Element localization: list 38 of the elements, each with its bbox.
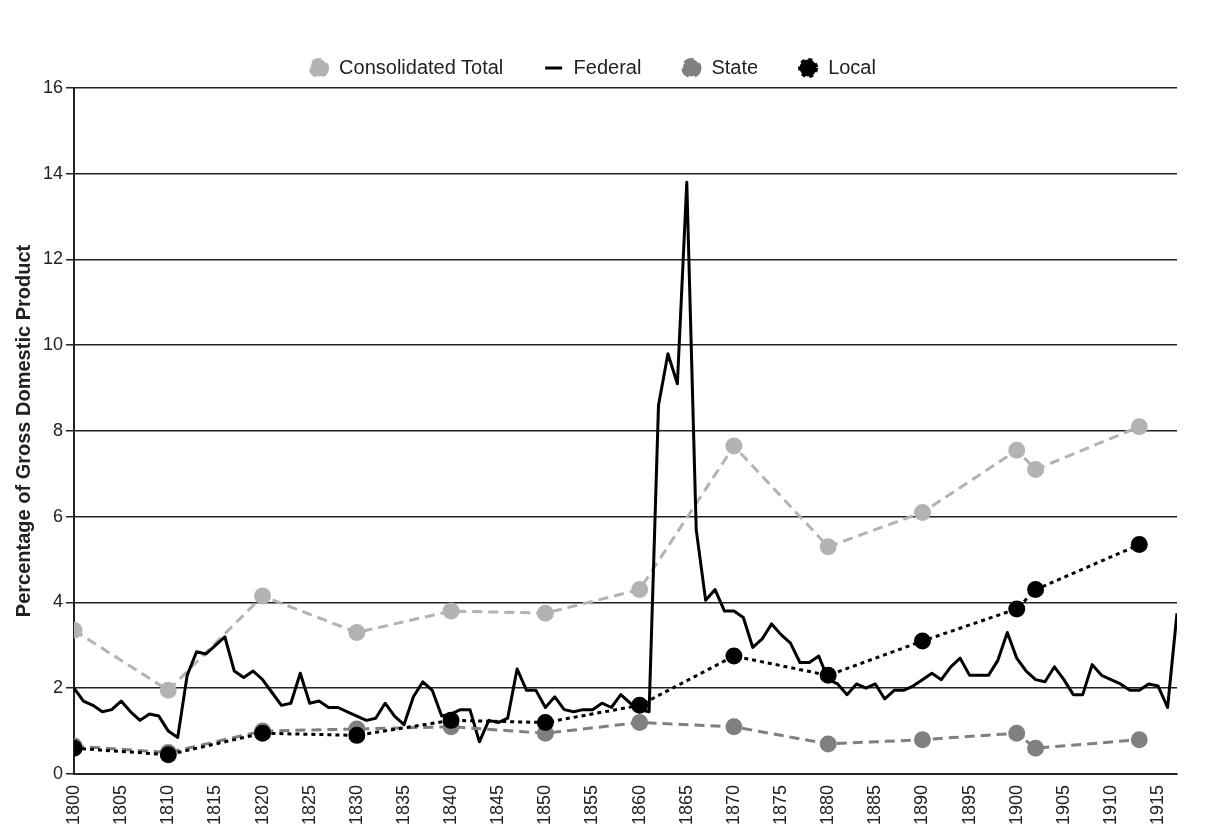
x-tick-label: 1825 <box>298 784 319 825</box>
x-tick-label: 1820 <box>251 784 272 825</box>
y-tick-label: 6 <box>53 505 64 526</box>
x-tick-label: 1805 <box>110 784 131 825</box>
x-tick-label: 1885 <box>864 784 885 825</box>
x-tick-label: 1875 <box>770 784 791 825</box>
legend-label: State <box>711 55 759 78</box>
x-tick-label: 1880 <box>817 784 838 825</box>
y-tick-label: 8 <box>53 419 64 440</box>
legend-label: Local <box>828 55 876 78</box>
x-tick-label: 1910 <box>1099 784 1120 825</box>
legend-label: Consolidated Total <box>339 55 504 78</box>
x-tick-label: 1895 <box>958 784 979 825</box>
y-tick-label: 10 <box>42 334 64 355</box>
x-tick-label: 1855 <box>581 784 602 825</box>
y-tick-label: 14 <box>42 162 64 183</box>
x-tick-label: 1810 <box>157 784 178 825</box>
x-tick-label: 1850 <box>534 784 555 825</box>
y-tick-label: 2 <box>53 677 64 698</box>
x-tick-label: 1835 <box>392 784 413 825</box>
x-tick-label: 1840 <box>440 784 461 825</box>
x-tick-label: 1865 <box>675 784 696 825</box>
x-tick-label: 1815 <box>204 784 225 825</box>
y-axis-title: Percentage of Gross Domestic Product <box>11 244 34 618</box>
x-tick-label: 1800 <box>62 784 83 825</box>
x-tick-label: 1905 <box>1052 784 1073 825</box>
y-tick-label: 0 <box>53 762 64 783</box>
y-tick-label: 4 <box>53 591 64 612</box>
y-tick-label: 12 <box>42 248 64 269</box>
x-tick-label: 1830 <box>345 784 366 825</box>
x-tick-label: 1915 <box>1147 784 1168 825</box>
x-tick-label: 1890 <box>911 784 932 825</box>
x-tick-label: 1860 <box>628 784 649 825</box>
y-tick-label: 16 <box>42 76 64 97</box>
x-tick-label: 1870 <box>722 784 743 825</box>
x-tick-label: 1845 <box>487 784 508 825</box>
x-tick-label: 1900 <box>1005 784 1026 825</box>
legend-label: Federal <box>573 55 642 78</box>
